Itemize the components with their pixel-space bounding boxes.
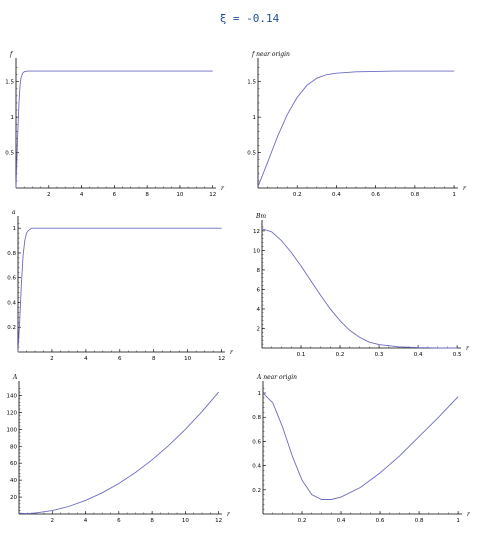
y-tick-label: 4 — [257, 307, 261, 313]
y-tick-label: 1 — [13, 226, 17, 232]
x-tick-label: 0.2 — [336, 352, 345, 358]
y-axis-label: A — [12, 374, 18, 381]
y-tick-label: 0.2 — [252, 488, 261, 494]
series-line — [15, 70, 213, 189]
x-tick-label: 12 — [218, 356, 225, 362]
x-tick-label: 0.3 — [375, 352, 384, 358]
y-tick-label: 60 — [10, 461, 17, 467]
x-tick-label: 0.2 — [293, 192, 302, 198]
x-tick-label: 6 — [113, 192, 117, 198]
series-line — [261, 228, 458, 349]
x-tick-label: 12 — [215, 518, 222, 524]
x-tick-label: 1 — [456, 518, 460, 524]
x-tick-label: 0.8 — [415, 518, 424, 524]
y-tick-label: 1 — [253, 115, 257, 121]
y-tick-label: 0.5 — [247, 151, 256, 157]
x-tick-label: 10 — [184, 356, 191, 362]
page-title: ξ = -0.14 — [219, 12, 280, 25]
x-tick-label: 10 — [182, 518, 189, 524]
x-tick-label: 10 — [176, 192, 183, 198]
y-tick-label: 2 — [257, 326, 261, 332]
chart-A-near-origin: 0.2 0.4 0.6 0.8 1 0.2 0.4 0.6 0.8 1 A near origin r — [252, 374, 471, 524]
x-tick-label: 0.8 — [410, 192, 419, 198]
x-tick-label: 0.2 — [298, 518, 307, 524]
x-tick-label: 4 — [80, 192, 84, 198]
x-tick-label: 12 — [209, 192, 216, 198]
y-tick-label: 12 — [253, 229, 260, 235]
x-axis-label: r — [467, 511, 471, 518]
chart-A: 2 4 6 8 10 12 20 40 60 80 100 120 140 Ar — [7, 374, 232, 524]
y-axis-label: A near origin — [256, 374, 297, 381]
y-tick-label: 0.5 — [5, 151, 14, 157]
y-tick-label: 40 — [10, 478, 17, 484]
chart-f: 2 4 6 8 10 12 0.5 1 1.5 f r — [5, 51, 225, 198]
y-tick-label: 8 — [257, 268, 261, 274]
x-axis-label: r — [230, 349, 234, 356]
x-tick-label: 8 — [152, 356, 156, 362]
y-tick-label: 1 — [258, 391, 262, 397]
x-tick-label: 2 — [47, 192, 51, 198]
x-tick-label: 0.4 — [332, 192, 341, 198]
x-tick-label: 0.6 — [376, 518, 385, 524]
x-tick-label: 8 — [150, 518, 154, 524]
x-axis-label: r — [227, 511, 231, 518]
x-axis-label: r — [221, 185, 225, 192]
x-tick-label: 6 — [118, 356, 122, 362]
x-tick-label: 4 — [84, 356, 88, 362]
x-tick-label: 0.4 — [414, 352, 423, 358]
y-tick-label: 6 — [257, 287, 261, 293]
y-tick-label: 0.2 — [7, 325, 16, 331]
y-tick-label: 1 — [11, 115, 15, 121]
x-tick-label: 0.6 — [371, 192, 380, 198]
series-line — [257, 70, 455, 187]
x-tick-label: 0.5 — [453, 352, 462, 358]
x-tick-label: 2 — [50, 356, 54, 362]
x-tick-label: 1 — [452, 192, 456, 198]
y-axis-label: Bm — [255, 213, 266, 220]
chart-bm: 0.1 0.2 0.3 0.4 0.5 2 4 6 8 10 12 Bm r — [253, 213, 470, 358]
y-tick-label: 1.5 — [5, 80, 14, 86]
y-tick-label: 0.6 — [7, 276, 16, 282]
x-tick-label: 4 — [84, 518, 88, 524]
y-tick-label: 0.4 — [7, 300, 16, 306]
y-tick-label: 0.8 — [7, 251, 16, 257]
y-tick-label: 100 — [7, 427, 18, 433]
y-axis-label: a — [12, 209, 16, 216]
chart-a: 2 4 6 8 10 12 0.2 0.4 0.6 0.8 1 a r — [7, 209, 234, 362]
series-line — [262, 392, 459, 500]
x-tick-label: 0.1 — [297, 352, 306, 358]
y-tick-label: 140 — [7, 393, 18, 399]
y-tick-label: 0.6 — [252, 439, 261, 445]
y-tick-label: 120 — [7, 410, 18, 416]
y-axis-label: f — [9, 51, 14, 58]
series-line — [17, 227, 222, 353]
x-tick-label: 6 — [117, 518, 121, 524]
x-axis-label: r — [463, 185, 467, 192]
y-tick-label: 20 — [10, 495, 17, 501]
x-tick-label: 0.4 — [337, 518, 346, 524]
y-tick-label: 10 — [253, 248, 260, 254]
series-line — [18, 391, 220, 515]
y-tick-label: 1.5 — [247, 80, 256, 86]
x-axis-label: r — [466, 345, 470, 352]
y-tick-label: 0.4 — [252, 464, 261, 470]
x-tick-label: 8 — [145, 192, 149, 198]
x-tick-label: 2 — [51, 518, 55, 524]
y-tick-label: 80 — [10, 444, 17, 450]
y-axis-label: f near origin — [251, 51, 290, 58]
chart-f-near-origin: 0.2 0.4 0.6 0.8 1 0.5 1 1.5 f near origin r — [247, 51, 467, 198]
y-tick-label: 0.8 — [252, 415, 261, 421]
